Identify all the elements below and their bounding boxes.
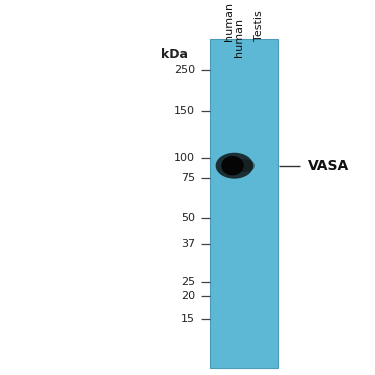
Text: 50: 50 <box>181 213 195 223</box>
Text: kDa: kDa <box>160 48 188 62</box>
Text: 25: 25 <box>181 277 195 286</box>
Text: 20: 20 <box>181 291 195 301</box>
Text: Testis: Testis <box>254 10 264 41</box>
Text: 15: 15 <box>181 314 195 324</box>
Text: human: human <box>224 2 234 41</box>
Text: 37: 37 <box>181 239 195 249</box>
Text: human: human <box>234 18 244 57</box>
Ellipse shape <box>221 156 244 176</box>
Text: VASA: VASA <box>308 159 349 172</box>
Ellipse shape <box>232 159 255 172</box>
Text: 100: 100 <box>174 153 195 163</box>
Ellipse shape <box>216 153 253 178</box>
Bar <box>210 39 278 368</box>
Text: 75: 75 <box>181 174 195 183</box>
Text: 150: 150 <box>174 106 195 116</box>
Text: 250: 250 <box>174 65 195 75</box>
